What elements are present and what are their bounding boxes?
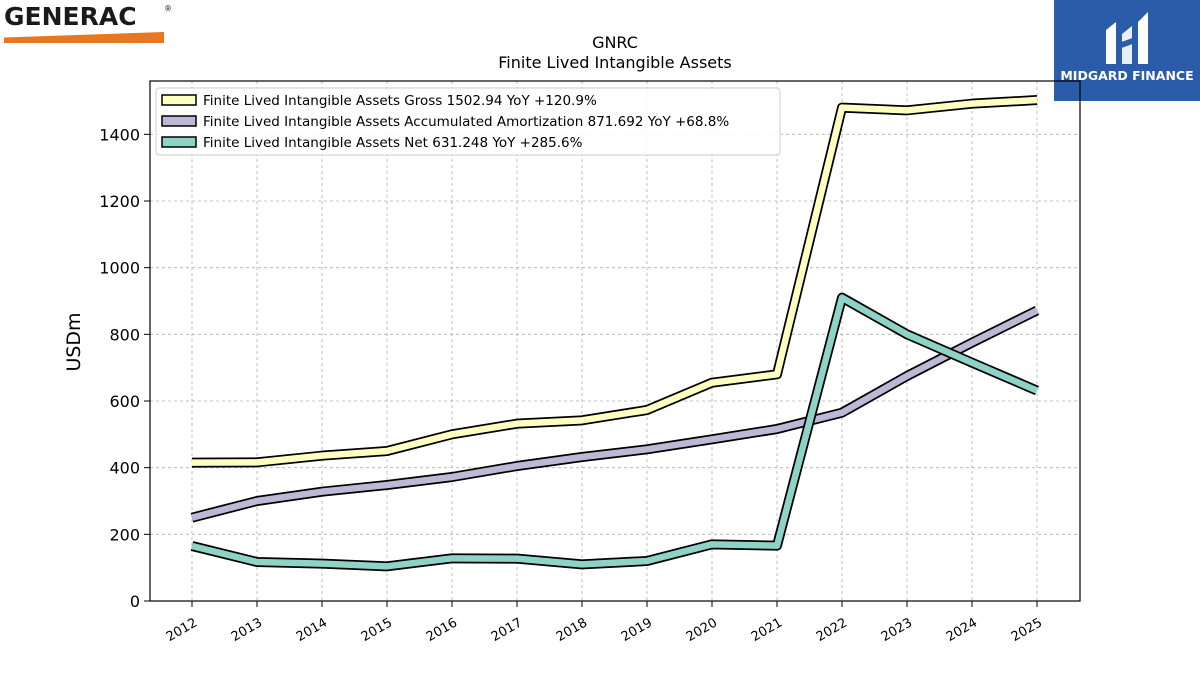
legend-box [155,87,781,156]
legend-label: Finite Lived Intangible Assets Net 631.2… [203,135,583,151]
legend-item: Finite Lived Intangible Assets Accumulat… [161,114,729,130]
x-tick-label: 2023 [879,615,915,645]
legend-swatch [161,115,197,127]
series-layer [190,95,1040,572]
midgard-logo-text: MIDGARD FINANCE [1060,68,1194,83]
generac-logo-text: GENERAC [4,2,137,31]
x-tick-label: 2014 [294,615,330,645]
y-tick-label: 0 [130,592,140,611]
y-tick-label: 200 [109,525,140,544]
y-axis-label: USDm [63,312,85,371]
y-axis: 0 200 400 600 800 1000 1200 1400 [99,125,150,611]
legend-label: Finite Lived Intangible Assets Accumulat… [203,114,729,130]
series-line [191,96,1038,466]
series-1 [191,95,1038,468]
legend: Finite Lived Intangible Assets Gross 150… [155,87,781,156]
x-tick-label: 2016 [424,615,460,645]
chart-subtitle: Finite Lived Intangible Assets [498,53,732,72]
grid [150,81,1080,602]
x-tick-label: 2013 [229,615,265,645]
series-line [191,307,1039,521]
registered-mark: ® [164,4,172,13]
series-2 [190,305,1040,523]
legend-label: Finite Lived Intangible Assets Gross 150… [203,93,597,109]
x-tick-label: 2021 [749,615,785,645]
series-line [191,294,1039,570]
midgard-logo-icon [1106,12,1148,64]
legend-item: Finite Lived Intangible Assets Gross 150… [161,93,597,109]
x-tick-label: 2022 [814,615,850,645]
plot-frame [149,80,1081,602]
y-tick-label: 1200 [99,192,140,211]
generac-logo: GENERAC ® [4,4,174,44]
x-axis: 2012 2013 2014 2015 2016 2017 2018 2019 2020 2021… [164,601,1045,645]
legend-swatch [161,94,197,106]
x-tick-label: 2017 [489,615,525,645]
y-tick-label: 1000 [99,259,140,278]
x-tick-label: 2025 [1009,615,1045,645]
x-tick-label: 2012 [164,615,200,645]
legend-swatch [161,136,197,148]
y-tick-label: 400 [109,459,140,478]
y-tick-label: 600 [109,392,140,411]
y-tick-label: 1400 [99,125,140,144]
x-tick-label: 2024 [944,615,980,645]
x-tick-label: 2015 [359,615,395,645]
y-tick-label: 800 [109,325,140,344]
series-3 [190,292,1039,572]
legend-item: Finite Lived Intangible Assets Net 631.2… [161,135,583,151]
chart-title: GNRC [592,33,638,52]
generac-logo-bar [4,32,164,43]
x-tick-label: 2019 [619,615,655,645]
x-tick-label: 2018 [554,615,590,645]
x-tick-label: 2020 [684,615,720,645]
midgard-finance-logo: MIDGARD FINANCE [1054,0,1200,101]
